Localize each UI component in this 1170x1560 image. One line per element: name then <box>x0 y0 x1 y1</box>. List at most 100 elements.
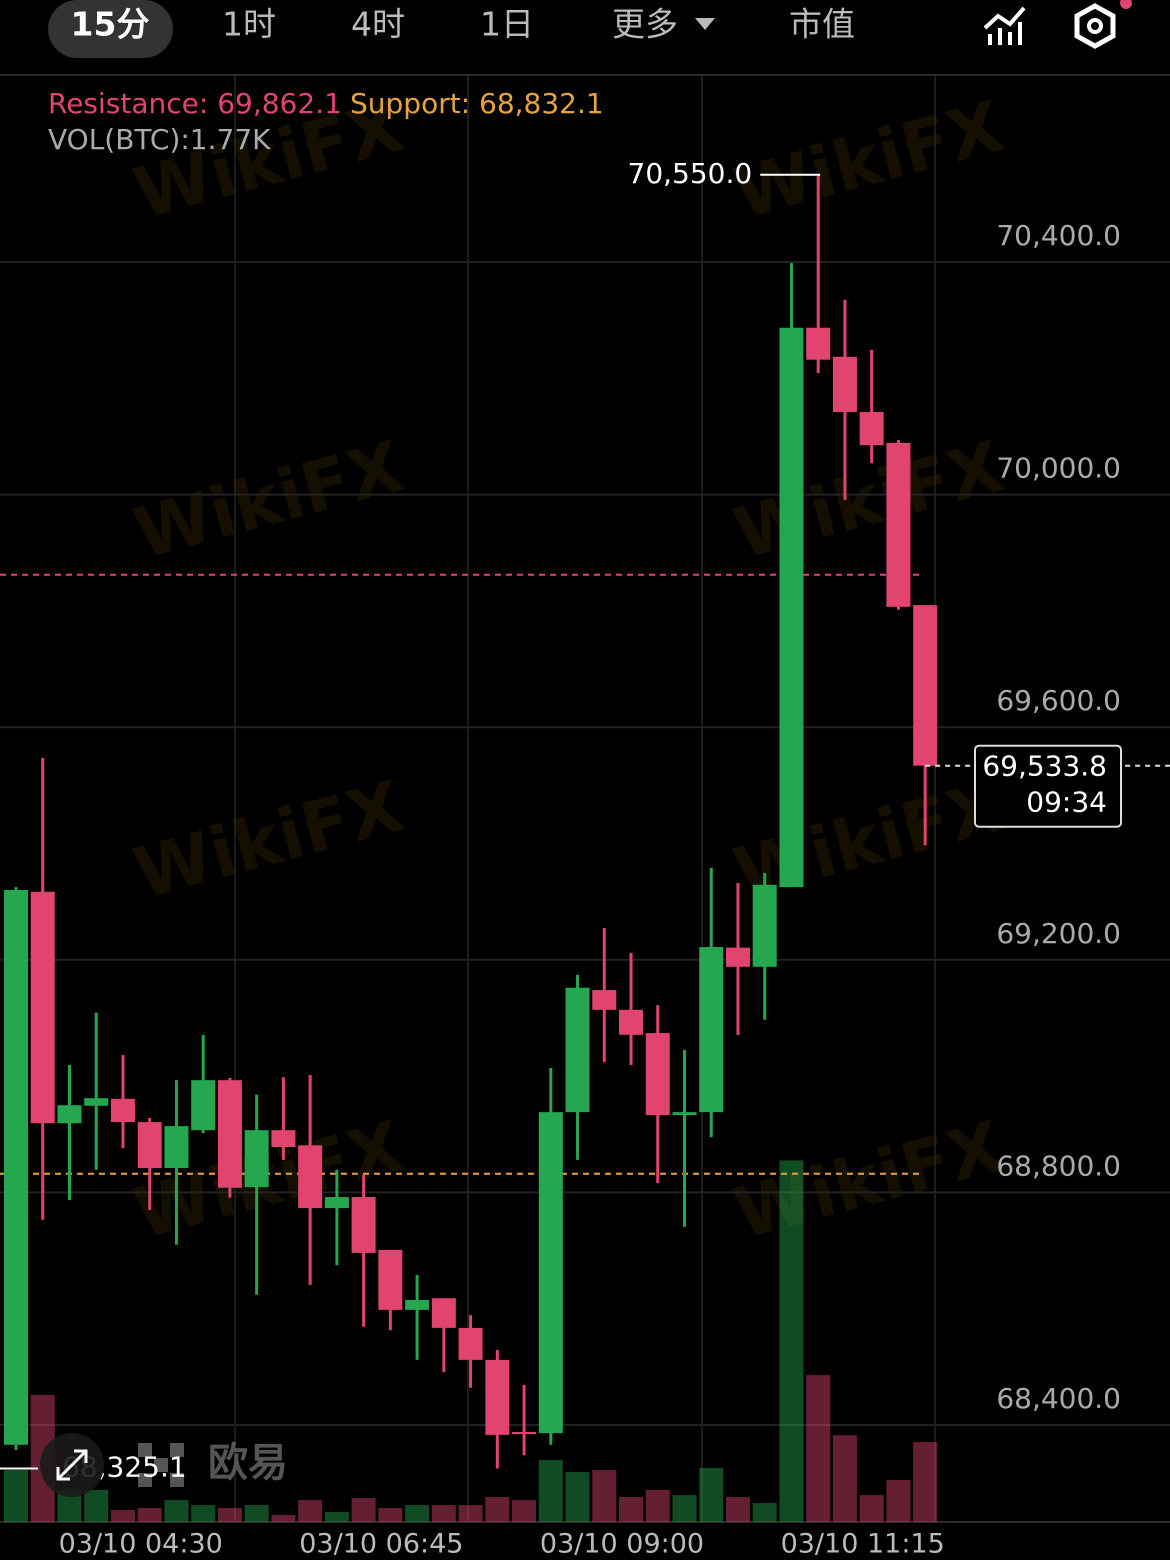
volume-bar <box>886 1479 911 1522</box>
volume-bar <box>378 1507 403 1522</box>
volume-label: VOL(BTC):1.77K <box>48 123 271 156</box>
y-tick-label: 70,000.0 <box>996 452 1121 485</box>
candle-body <box>30 891 55 1124</box>
candle-body <box>217 1080 242 1188</box>
candle-body <box>378 1249 403 1310</box>
volume-bar <box>431 1505 456 1522</box>
candle-body <box>324 1197 349 1209</box>
tab[interactable]: 1时 <box>222 5 276 44</box>
volume-bar <box>832 1435 857 1522</box>
candle-body <box>832 356 857 413</box>
candle-body <box>859 412 884 446</box>
candle-body <box>672 1112 697 1116</box>
last-price-label: 69,533.8 <box>982 750 1107 783</box>
candle-body <box>779 327 804 888</box>
candle-body <box>485 1359 510 1435</box>
candle-body <box>244 1130 269 1188</box>
volume-bar <box>110 1510 135 1522</box>
candle-body <box>699 947 724 1113</box>
volume-bar <box>538 1460 563 1522</box>
volume-bar <box>324 1512 349 1522</box>
volume-bar <box>699 1467 724 1522</box>
expand-icon[interactable] <box>56 1449 88 1481</box>
brand: 欧易 <box>208 1440 288 1486</box>
volume-bar <box>645 1489 670 1522</box>
volume-bar <box>458 1505 483 1522</box>
candle-body <box>110 1098 135 1123</box>
countdown: 09:34 <box>1026 786 1107 819</box>
tab[interactable]: 15分 <box>71 5 150 44</box>
candle-body <box>752 884 777 967</box>
candle-body <box>57 1105 82 1124</box>
candle-body <box>298 1145 323 1209</box>
candle-body <box>645 1033 670 1116</box>
volume-bar <box>164 1500 189 1522</box>
tab-active-bg[interactable] <box>48 0 173 58</box>
y-tick-label: 68,400.0 <box>996 1382 1121 1415</box>
volume-bar <box>298 1500 323 1522</box>
volume-bar <box>57 1489 82 1522</box>
tab[interactable]: 4时 <box>351 5 405 44</box>
candle-body <box>84 1098 109 1106</box>
candle-body <box>271 1130 296 1148</box>
tab[interactable]: 更多 <box>612 5 678 44</box>
candle-body <box>886 442 911 607</box>
volume-bar <box>592 1470 617 1522</box>
volume-bar <box>859 1495 884 1522</box>
volume-bar <box>512 1500 537 1522</box>
candle-body <box>619 1009 644 1035</box>
volume-bar <box>752 1503 777 1522</box>
volume-bar <box>779 1160 804 1522</box>
volume-bar <box>4 1470 28 1522</box>
candle-body <box>512 1431 537 1434</box>
tab[interactable]: 市值 <box>789 5 855 44</box>
y-tick-label: 69,600.0 <box>996 684 1121 717</box>
volume-bar <box>619 1496 644 1522</box>
volume-bar <box>84 1489 109 1522</box>
volume-bar <box>565 1472 590 1522</box>
x-tick-label: 03/10 09:00 <box>540 1529 704 1560</box>
candle-body <box>191 1080 216 1131</box>
volume-bar <box>405 1505 430 1522</box>
candle-body <box>431 1298 456 1328</box>
x-tick-label: 03/10 11:15 <box>781 1529 945 1560</box>
candle-body <box>913 605 938 766</box>
candle-body <box>164 1126 189 1168</box>
brand-logo <box>138 1443 184 1487</box>
settings-icon[interactable] <box>1074 0 1132 49</box>
last-price-box <box>974 744 1122 828</box>
dropdown-arrow[interactable] <box>695 18 715 30</box>
volume-bar <box>191 1505 216 1522</box>
volume-bar <box>137 1507 162 1522</box>
y-tick-label: 69,200.0 <box>996 917 1121 950</box>
candle-body <box>806 327 831 360</box>
volume-bar <box>217 1507 242 1522</box>
y-tick-label: 70,400.0 <box>996 219 1121 252</box>
candle-body <box>538 1112 563 1434</box>
x-tick-label: 03/10 04:30 <box>59 1529 223 1560</box>
candle-body <box>458 1327 483 1360</box>
candle-body <box>351 1197 376 1253</box>
candle-body <box>405 1299 430 1310</box>
candle-body <box>725 947 750 967</box>
indicator-icon[interactable] <box>983 6 1026 45</box>
candle-body <box>592 990 617 1010</box>
x-tick-label: 03/10 06:45 <box>299 1529 463 1560</box>
candle-body <box>137 1122 162 1168</box>
volume-bar <box>913 1441 938 1522</box>
volume-bar <box>672 1495 697 1522</box>
layout <box>0 0 1170 1523</box>
y-tick-label: 68,800.0 <box>996 1149 1121 1182</box>
support-label: Support: 68,832.1 <box>350 87 604 120</box>
volume-bar <box>271 1514 296 1522</box>
volume-bar <box>725 1496 750 1522</box>
resistance-label: Resistance: 69,862.1 <box>48 87 342 120</box>
tab[interactable]: 1日 <box>480 5 534 44</box>
max-label: 70,550.0 <box>628 157 753 190</box>
volume-bar <box>485 1496 510 1522</box>
candle-body <box>565 987 590 1113</box>
volume-bar <box>244 1505 269 1522</box>
candle-body <box>4 890 28 1445</box>
volume-bar <box>806 1375 831 1522</box>
